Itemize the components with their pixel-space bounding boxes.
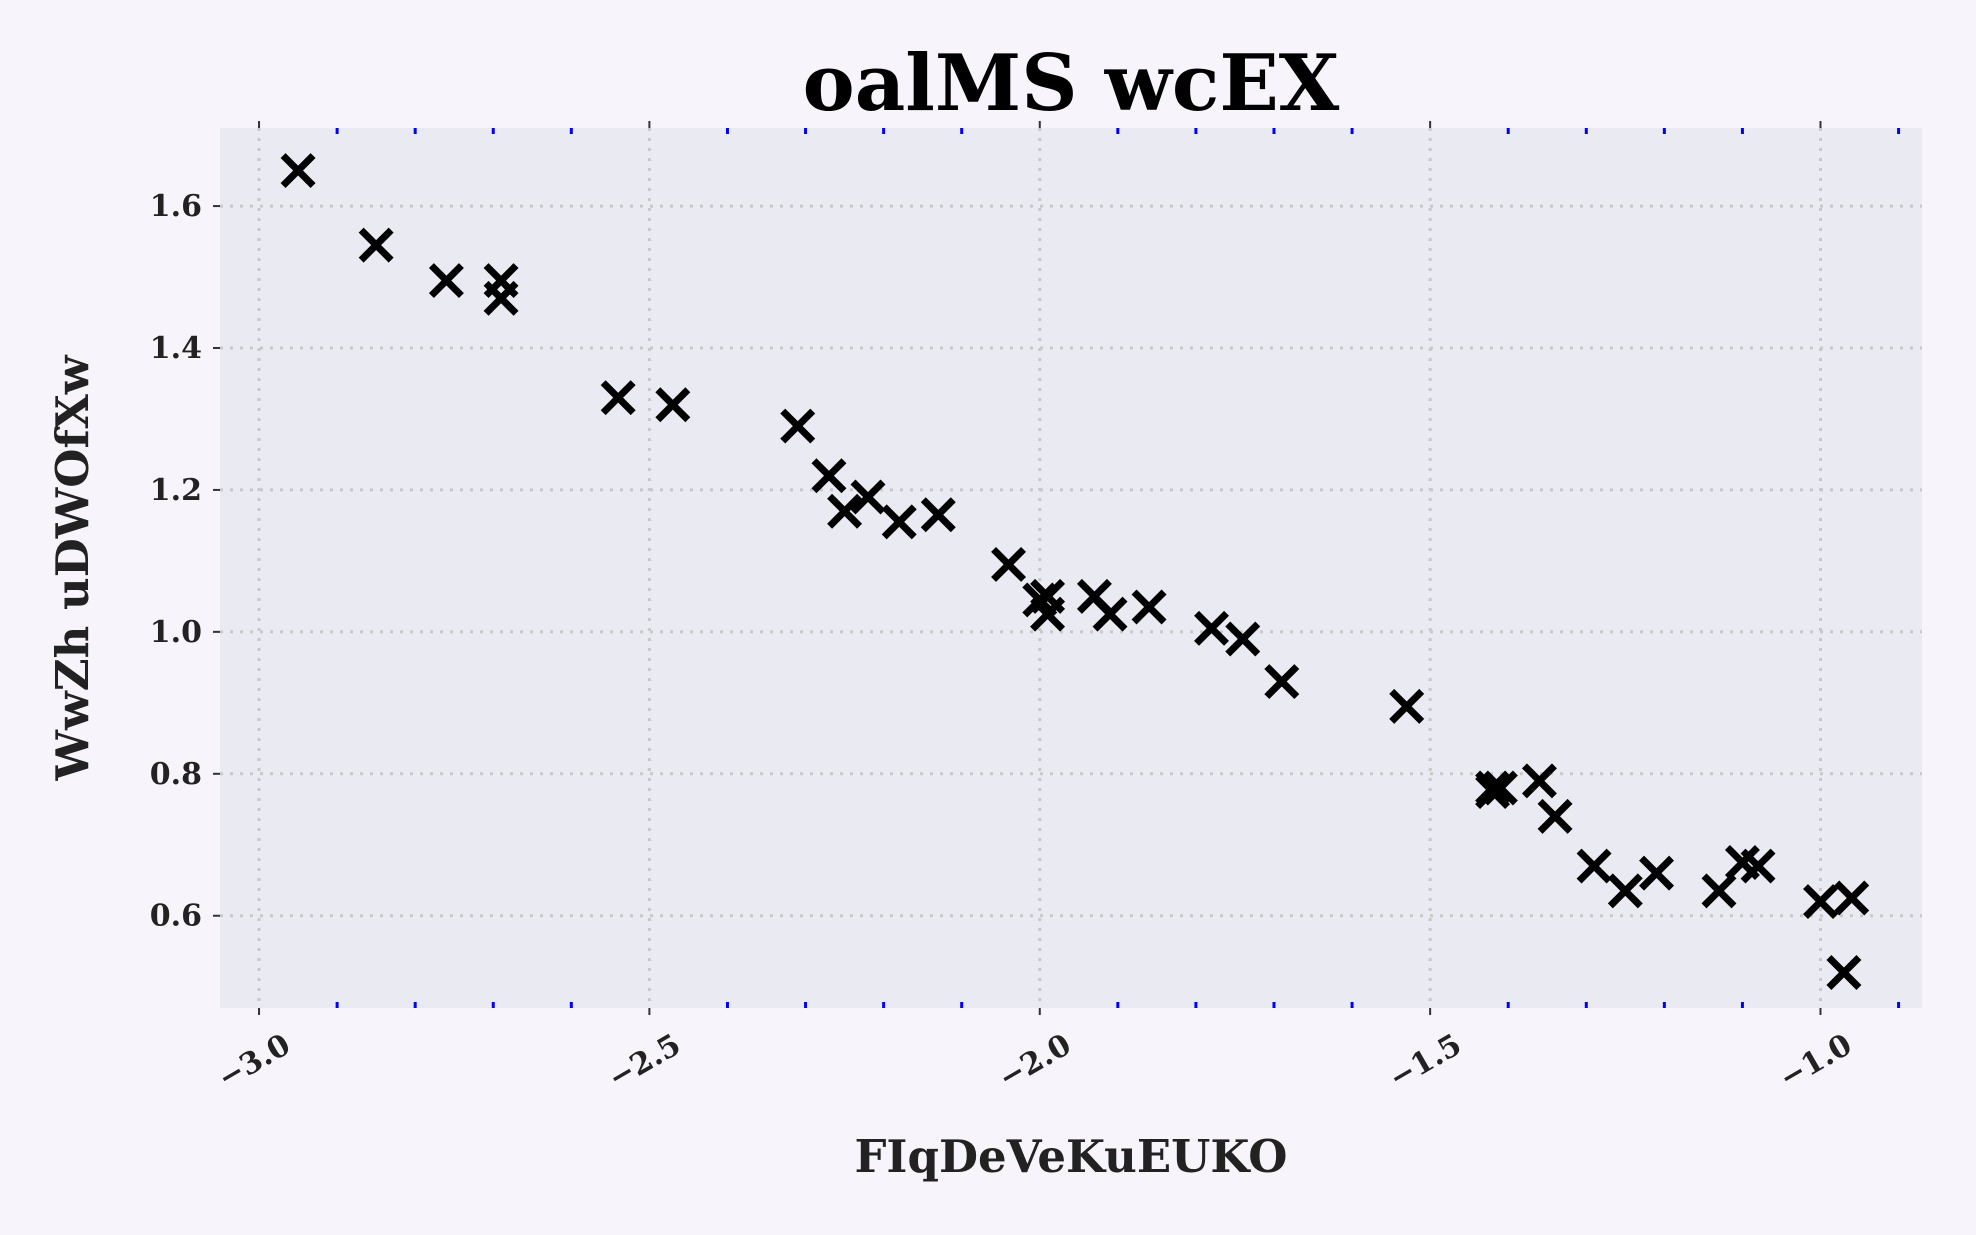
y-tick-label: 1.4 <box>150 331 202 366</box>
scatter-point <box>1389 688 1425 724</box>
chart-title: oalMS wcEX <box>803 38 1340 129</box>
scatter-point <box>1576 848 1612 884</box>
y-tick-label: 1.6 <box>150 189 202 224</box>
grid <box>220 128 1922 1008</box>
scatter-point <box>1131 589 1167 625</box>
scatter-point <box>1225 621 1261 657</box>
axis-ticks <box>213 121 1901 1015</box>
scatter-point <box>428 263 464 299</box>
scatter-point <box>1264 664 1300 700</box>
y-tick-label: 0.6 <box>150 899 202 934</box>
scatter-point <box>1194 610 1230 646</box>
scatter-point <box>1740 848 1776 884</box>
scatter-point <box>1834 880 1870 916</box>
scatter-point <box>358 227 394 263</box>
scatter-point <box>1701 873 1737 909</box>
scatter-markers <box>280 153 1870 990</box>
scatter-point <box>811 458 847 494</box>
scatter-point <box>881 504 917 540</box>
scatter-point <box>280 153 316 189</box>
scatter-point <box>827 493 863 529</box>
scatter-point <box>780 408 816 444</box>
scatter-point <box>1482 770 1518 806</box>
y-tick-label: 0.8 <box>150 757 202 792</box>
y-tick-label: 1.2 <box>150 473 202 508</box>
scatter-point <box>1639 855 1675 891</box>
scatter-point <box>1092 596 1128 632</box>
scatter-point <box>991 546 1027 582</box>
scatter-point <box>655 387 691 423</box>
y-tick-label: 1.0 <box>150 615 202 650</box>
scatter-point <box>1607 873 1643 909</box>
scatter-point <box>483 280 519 316</box>
scatter-point <box>1803 884 1838 920</box>
x-axis-label: FIqDeVeKuEUKO <box>854 1130 1287 1183</box>
scatter-point <box>1826 955 1862 990</box>
scatter-point <box>920 497 956 533</box>
plot-area <box>220 128 1922 1008</box>
scatter-point <box>1537 798 1573 834</box>
scatter-point <box>600 380 636 416</box>
scatter-point <box>1030 578 1066 614</box>
scatter-point <box>850 479 886 515</box>
y-axis-label: WwZh uDWOfXw <box>46 354 99 781</box>
scatter-point <box>1521 763 1557 799</box>
